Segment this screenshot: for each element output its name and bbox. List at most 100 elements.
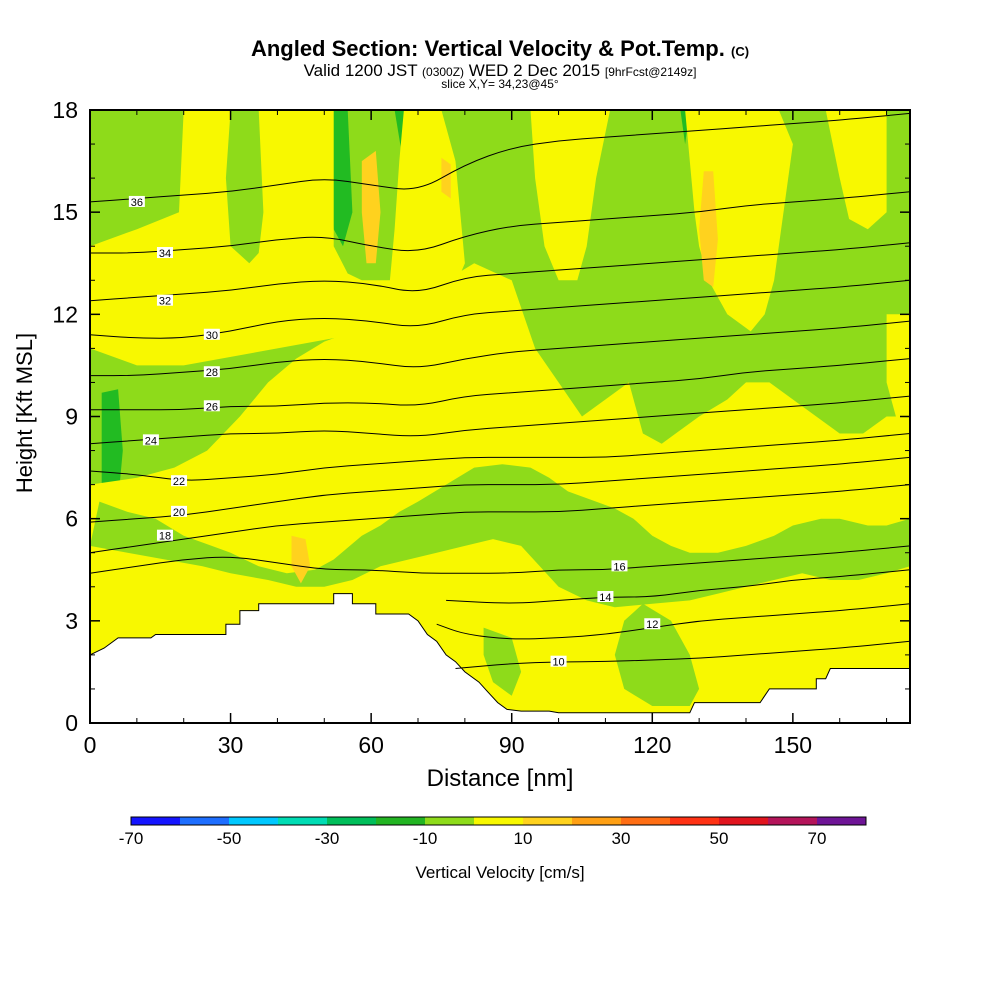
colorbar-tick-label-10: 10	[514, 829, 533, 848]
chart-subtitle: Valid 1200 JST (0300Z) WED 2 Dec 2015 [9…	[303, 61, 697, 80]
contour-label-bg-18	[156, 529, 173, 541]
contour-label-bg-12	[644, 618, 661, 630]
colorbar: -70 -50 -30 -10 10 30 50 70	[119, 816, 867, 848]
contour-label-bg-22	[171, 475, 188, 487]
colorbar-tick-label-30: 30	[612, 829, 631, 848]
contour-label-bg-10	[550, 655, 567, 667]
y-tick-label-9: 9	[65, 404, 78, 430]
contour-label-26: 26	[206, 401, 218, 413]
colorbar-swatch-8	[523, 817, 572, 825]
y-tick-label-3: 3	[65, 608, 78, 634]
contour-label-bg-32	[156, 294, 173, 306]
terrain-outline	[89, 593, 910, 714]
contour-label-bg-26	[203, 400, 220, 412]
colorbar-swatch-14	[817, 817, 866, 825]
chart-title: Angled Section: Vertical Velocity & Pot.…	[250, 36, 750, 61]
velocity-region-15	[483, 627, 522, 696]
colorbar-tick-label--70: -70	[119, 829, 144, 848]
contour-label-14: 14	[599, 592, 611, 604]
contour-label-36: 36	[131, 197, 143, 209]
colorbar-tick-label--30: -30	[315, 829, 340, 848]
velocity-region-17	[699, 171, 718, 288]
y-tick-label-0: 0	[65, 710, 78, 736]
colorbar-tick-label-70: 70	[808, 829, 827, 848]
colorbar-tick-label--50: -50	[217, 829, 242, 848]
contour-label-bg-16	[611, 560, 628, 572]
colorbar-swatch-11	[670, 817, 719, 825]
theta-contour-20	[89, 456, 911, 523]
velocity-region-14	[614, 603, 700, 706]
contour-label-20: 20	[173, 507, 185, 519]
velocity-region-18	[291, 535, 311, 584]
velocity-region-8	[90, 110, 465, 366]
velocity-region-11	[825, 110, 887, 230]
contour-label-16: 16	[613, 561, 625, 573]
colorbar-swatch-7	[474, 817, 523, 825]
contour-label-bg-30	[203, 328, 220, 340]
contour-label-bg-36	[128, 195, 145, 207]
contour-label-bg-24	[142, 434, 159, 446]
slice-label: slice X,Y= 34,23@45°	[441, 77, 559, 91]
theta-contour-16	[89, 545, 911, 574]
y-tick-label-18: 18	[52, 97, 78, 123]
contour-label-12: 12	[646, 619, 658, 631]
contour-label-bg-14	[597, 590, 614, 602]
contour-label-34: 34	[159, 248, 171, 260]
contour-label-32: 32	[159, 296, 171, 308]
colorbar-swatch-1	[180, 817, 229, 825]
contour-label-28: 28	[206, 367, 218, 379]
y-tick-label-12: 12	[52, 301, 78, 327]
velocity-region-19	[441, 157, 451, 199]
colorbar-swatch-0	[131, 817, 180, 825]
theta-contour-10	[455, 640, 911, 669]
theta-contour-36	[89, 112, 911, 203]
theta-contour-18	[89, 484, 911, 554]
colorbar-frame	[130, 816, 867, 826]
y-tick-label-15: 15	[52, 199, 78, 225]
contour-label-10: 10	[552, 657, 564, 669]
contour-label-bg-28	[203, 366, 220, 378]
x-tick-label-90: 90	[499, 732, 525, 758]
colorbar-swatch-6	[425, 817, 474, 825]
x-tick-label-60: 60	[358, 732, 384, 758]
y-tick-label-6: 6	[65, 506, 78, 532]
colorbar-swatch-13	[768, 817, 817, 825]
x-tick-label-0: 0	[84, 732, 97, 758]
theta-contour-24	[89, 395, 911, 445]
theta-contour-22	[89, 433, 911, 481]
velocity-region-13	[90, 464, 910, 608]
terrain-fill	[90, 593, 910, 723]
velocity-region-9	[530, 110, 611, 281]
x-tick-label-150: 150	[774, 732, 812, 758]
terrain	[89, 593, 910, 723]
colorbar-swatch-10	[621, 817, 670, 825]
colorbar-label: Vertical Velocity [cm/s]	[415, 863, 585, 882]
x-tick-label-30: 30	[218, 732, 244, 758]
velocity-region-16	[361, 150, 381, 264]
theta-contour-12	[436, 603, 911, 640]
x-axis-label: Distance [nm]	[426, 765, 574, 792]
colorbar-swatch-5	[376, 817, 425, 825]
contour-label-24: 24	[145, 435, 157, 447]
contour-label-18: 18	[159, 531, 171, 543]
colorbar-swatch-12	[719, 817, 768, 825]
contour-label-bg-34	[156, 247, 173, 259]
contour-label-bg-20	[171, 505, 188, 517]
velocity-region-2	[329, 110, 353, 247]
colorbar-tick-label--10: -10	[413, 829, 438, 848]
colorbar-swatch-9	[572, 817, 621, 825]
theta-contour-34	[90, 191, 911, 254]
x-tick-label-120: 120	[633, 732, 671, 758]
contour-label-30: 30	[206, 330, 218, 342]
colorbar-tick-label-50: 50	[710, 829, 729, 848]
theta-contour-14	[446, 569, 911, 604]
contour-label-22: 22	[173, 476, 185, 488]
colorbar-swatch-3	[278, 817, 327, 825]
y-axis-label: Height [Kft MSL]	[12, 332, 37, 494]
colorbar-swatch-2	[229, 817, 278, 825]
colorbar-swatch-4	[327, 817, 376, 825]
theta-contour-32	[89, 242, 911, 302]
